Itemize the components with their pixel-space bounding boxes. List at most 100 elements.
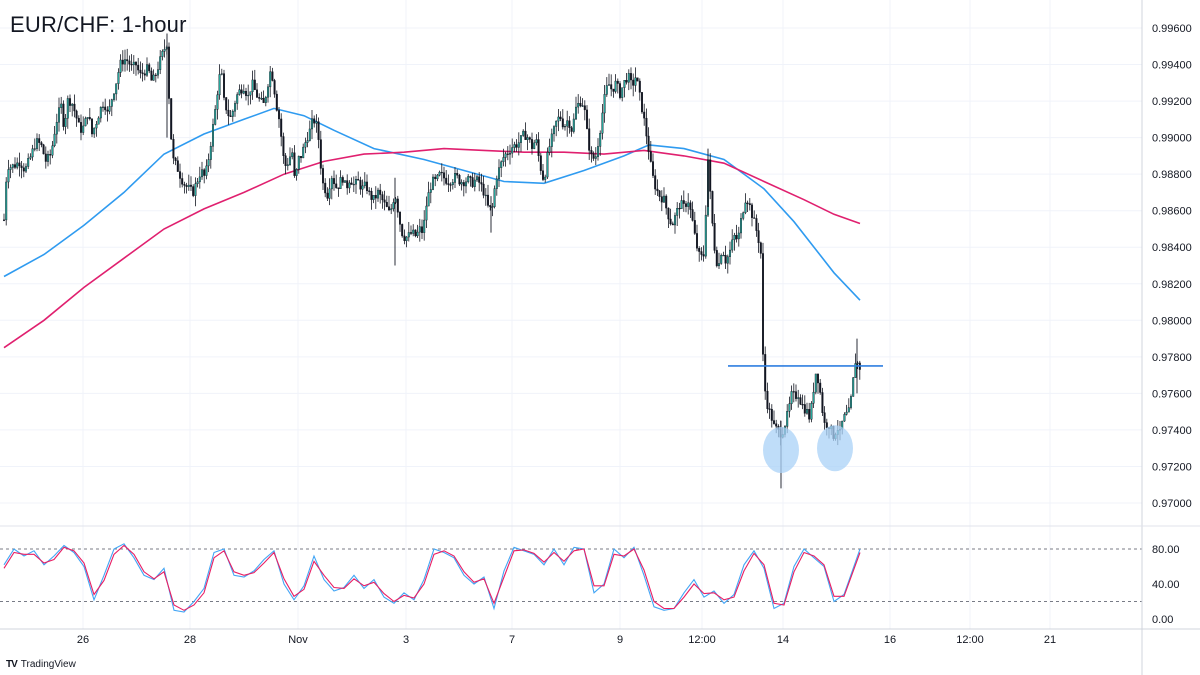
candle-body <box>346 180 349 189</box>
candle-body <box>667 207 670 220</box>
candle-body <box>619 83 622 98</box>
candle-body <box>509 152 512 155</box>
candle-body <box>460 182 463 185</box>
candle-body <box>275 93 278 111</box>
candle-body <box>746 202 749 204</box>
candle-body <box>753 217 756 219</box>
candle-body <box>436 174 439 180</box>
candle-body <box>82 125 85 133</box>
candle-body <box>333 178 336 185</box>
candle-body <box>515 144 518 148</box>
slow-moving-average-line <box>3 147 861 349</box>
candle-body <box>337 187 340 189</box>
candle-body <box>663 195 666 203</box>
candle-body <box>775 423 778 427</box>
candle-body <box>225 97 228 111</box>
y-tick-label: 0.98800 <box>1152 169 1192 181</box>
y-tick-label: 0.98600 <box>1152 206 1192 218</box>
candle-body <box>253 79 256 91</box>
y-tick-label: 0.98200 <box>1152 279 1192 291</box>
candle-body <box>403 235 406 241</box>
candle-body <box>170 98 173 140</box>
candle-body <box>498 167 501 180</box>
candle-body <box>264 96 267 103</box>
candle-body <box>117 72 120 84</box>
candle-body <box>137 64 140 71</box>
candle-body <box>150 70 153 81</box>
candle-body <box>729 249 732 257</box>
tradingview-branding: TV TradingView <box>6 659 76 670</box>
candle-body <box>194 183 197 196</box>
candle-body <box>381 194 384 201</box>
candle-body <box>843 414 846 422</box>
candle-body <box>568 120 571 128</box>
candle-body <box>674 215 677 226</box>
candle-body <box>31 148 34 158</box>
candle-body <box>577 102 580 108</box>
candle-body <box>678 208 681 210</box>
candle-body <box>326 192 329 199</box>
candle-body <box>93 127 96 135</box>
candle-body <box>207 159 210 167</box>
candle-body <box>192 186 195 196</box>
candle-body <box>148 64 151 72</box>
candle-body <box>278 110 281 120</box>
candle-body <box>447 183 450 185</box>
y-tick-label: 0.97600 <box>1152 388 1192 400</box>
candle-body <box>418 226 421 233</box>
candle-body <box>414 229 417 237</box>
candle-body <box>810 403 813 420</box>
candle-body <box>273 80 276 95</box>
candle-body <box>792 391 795 393</box>
candle-body <box>724 254 727 264</box>
candle-body <box>348 182 351 189</box>
candle-body <box>247 94 250 97</box>
candle-body <box>64 118 67 127</box>
candle-body <box>399 212 402 225</box>
candle-body <box>379 189 382 195</box>
candle-body <box>189 184 192 187</box>
candle-body <box>658 190 661 197</box>
candle-body <box>79 122 82 133</box>
candle-body <box>405 236 408 241</box>
candle-body <box>359 180 362 190</box>
candle-body <box>396 198 399 213</box>
candle-body <box>123 59 126 65</box>
candle-body <box>174 157 177 161</box>
candle-body <box>328 188 331 199</box>
candle-body <box>806 409 809 414</box>
candle-body <box>198 176 201 183</box>
candle-body <box>493 188 496 207</box>
candle-body <box>495 178 498 189</box>
candle-body <box>115 83 118 95</box>
candle-body <box>808 409 811 420</box>
candle-body <box>539 155 542 171</box>
candle-body <box>172 138 175 159</box>
candle-body <box>533 142 536 149</box>
candle-body <box>647 135 650 152</box>
candle-body <box>97 117 100 125</box>
candle-body <box>557 116 560 122</box>
candle-body <box>350 182 353 185</box>
candle-body <box>491 206 494 208</box>
candle-body <box>22 167 25 172</box>
candle-body <box>47 154 50 162</box>
candle-body <box>44 153 47 162</box>
candle-body <box>680 200 683 209</box>
candle-body <box>244 90 247 96</box>
candle-body <box>425 205 428 221</box>
candle-body <box>517 142 520 148</box>
candle-body <box>11 164 14 168</box>
y-tick-label: 0.99200 <box>1152 96 1192 108</box>
candle-body <box>368 190 371 192</box>
candle-body <box>412 229 415 234</box>
candle-body <box>583 105 586 111</box>
candle-body <box>594 156 597 159</box>
candle-body <box>764 354 767 392</box>
candle-body <box>95 123 98 129</box>
candle-body <box>740 218 743 234</box>
candle-body <box>689 202 692 210</box>
candle-body <box>817 373 820 384</box>
candle-body <box>790 391 793 404</box>
stochastic-k-line <box>3 543 861 613</box>
